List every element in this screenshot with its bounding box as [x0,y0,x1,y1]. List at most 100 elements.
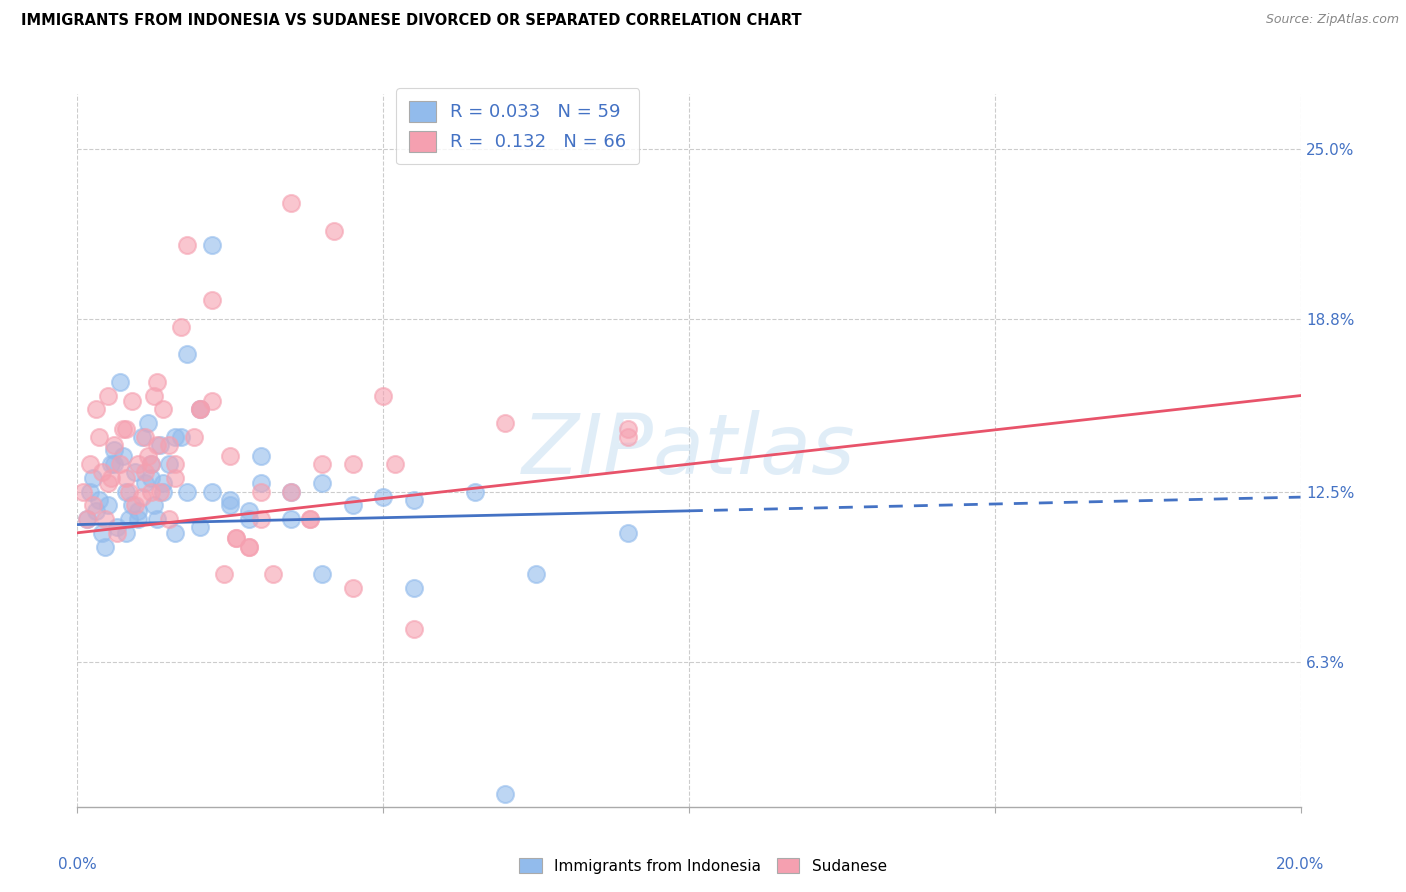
Point [108,375,131,389]
Point [157,457,180,471]
Point [115,471,138,485]
Point [82,471,104,485]
Point [402,581,425,595]
Point [170,320,193,334]
Point [323,224,346,238]
Point [124,466,146,480]
Point [103,443,125,458]
Point [118,512,141,526]
Point [76,512,98,526]
Point [139,471,162,485]
Point [176,237,198,252]
Point [464,484,486,499]
Point [84,402,107,417]
Point [149,484,172,499]
Point [131,490,153,504]
Point [121,394,143,409]
Point [152,402,174,417]
Point [170,430,193,444]
Point [225,531,247,545]
Point [225,531,247,545]
Point [105,520,128,534]
Point [188,402,211,417]
Point [112,421,135,435]
Legend: Immigrants from Indonesia, Sudanese: Immigrants from Indonesia, Sudanese [513,852,893,880]
Point [219,449,242,463]
Point [139,484,162,499]
Point [149,438,172,452]
Text: IMMIGRANTS FROM INDONESIA VS SUDANESE DIVORCED OR SEPARATED CORRELATION CHART: IMMIGRANTS FROM INDONESIA VS SUDANESE DI… [21,13,801,29]
Point [87,430,110,444]
Point [157,512,180,526]
Point [146,512,169,526]
Text: ZIPatlas: ZIPatlas [522,410,856,491]
Point [97,476,120,491]
Point [121,499,143,513]
Point [402,622,425,636]
Point [165,430,187,444]
Point [136,449,159,463]
Point [124,499,146,513]
Point [157,438,180,452]
Text: 0.0%: 0.0% [58,856,97,871]
Point [165,457,187,471]
Point [115,484,138,499]
Point [219,492,242,507]
Point [280,484,302,499]
Legend: R = 0.033   N = 59, R =  0.132   N = 66: R = 0.033 N = 59, R = 0.132 N = 66 [396,88,640,164]
Point [495,787,517,801]
Point [142,388,165,402]
Point [94,512,117,526]
Point [201,237,224,252]
Point [100,471,122,485]
Point [128,504,150,518]
Point [115,525,138,540]
Point [139,457,162,471]
Point [311,476,333,491]
Point [142,499,165,513]
Point [128,512,150,526]
Point [97,388,120,402]
Point [134,430,156,444]
Point [250,512,273,526]
Point [188,402,211,417]
Point [183,430,205,444]
Point [250,484,273,499]
Point [176,484,198,499]
Point [100,457,122,471]
Point [134,476,156,491]
Point [212,566,235,581]
Point [280,196,302,211]
Point [188,520,211,534]
Point [105,525,128,540]
Point [238,540,260,554]
Point [103,438,125,452]
Point [87,492,110,507]
Point [495,416,517,430]
Point [136,416,159,430]
Point [238,512,260,526]
Point [384,457,406,471]
Point [188,402,211,417]
Point [72,484,94,499]
Point [371,490,394,504]
Text: 20.0%: 20.0% [1277,856,1324,871]
Point [311,457,333,471]
Point [79,457,101,471]
Point [524,566,547,581]
Point [311,566,333,581]
Point [76,512,98,526]
Point [94,540,117,554]
Point [112,449,135,463]
Point [201,394,224,409]
Point [371,388,394,402]
Point [165,525,187,540]
Point [79,484,101,499]
Point [201,484,224,499]
Point [250,476,273,491]
Point [108,457,131,471]
Point [82,499,104,513]
Point [219,499,242,513]
Point [90,525,112,540]
Point [176,347,198,361]
